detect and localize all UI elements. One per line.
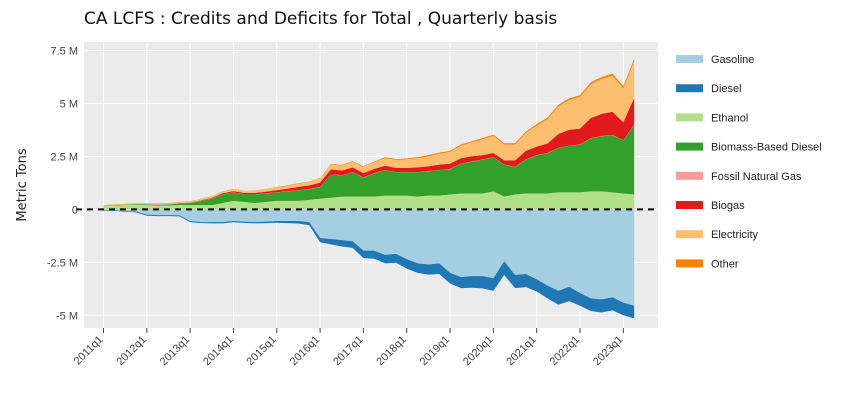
- area-gasoline: [103, 209, 635, 306]
- legend-swatch-fossil-natural-gas: [676, 171, 703, 180]
- x-tick-label: 2020q1: [461, 334, 495, 368]
- legend-label-fossil-natural-gas: Fossil Natural Gas: [711, 171, 802, 183]
- x-tick-label: 2021q1: [504, 334, 538, 368]
- stacked-areas: [103, 58, 635, 319]
- legend-swatch-biomass-based-diesel: [676, 142, 703, 151]
- y-tick-label: 2.5 M: [50, 151, 78, 163]
- legend-swatch-gasoline: [676, 55, 703, 63]
- legend-label-biogas: Biogas: [711, 200, 745, 212]
- x-axis: 2011q1 2012q1 2013q1 2014q1 2015q1 2016q1 2017…: [72, 328, 625, 368]
- legend-label-biomass-based-diesel: Biomass-Based Diesel: [711, 142, 822, 154]
- x-tick-label: 2016q1: [288, 334, 322, 368]
- area-electricity: [103, 60, 635, 206]
- legend-label-diesel: Diesel: [711, 83, 742, 95]
- y-axis: -5 M -2.5 M 0 2.5 M 5 M 7.5 M: [47, 45, 78, 322]
- x-tick-label: 2019q1: [418, 334, 452, 368]
- legend-swatch-biogas: [676, 201, 703, 209]
- x-tick-label: 2022q1: [548, 334, 582, 368]
- legend-swatch-other: [676, 259, 703, 268]
- area-ethanol: [103, 191, 635, 210]
- y-tick-label: 0: [72, 204, 78, 216]
- legend-label-electricity: Electricity: [711, 229, 759, 241]
- x-tick-label: 2017q1: [331, 334, 365, 368]
- chart-title: CA LCFS : Credits and Deficits for Total…: [84, 9, 557, 29]
- x-tick-label: 2018q1: [374, 334, 408, 368]
- legend-swatch-ethanol: [676, 113, 703, 122]
- x-tick-label: 2013q1: [158, 334, 192, 368]
- legend-label-gasoline: Gasoline: [711, 54, 754, 66]
- y-axis-title: Metric Tons: [15, 148, 30, 221]
- x-tick-label: 2014q1: [201, 334, 235, 368]
- x-tick-label: 2015q1: [244, 334, 278, 368]
- legend-label-other: Other: [711, 258, 739, 270]
- y-tick-label: -2.5 M: [47, 257, 78, 269]
- legend-label-ethanol: Ethanol: [711, 112, 748, 124]
- area-biogas: [103, 97, 635, 206]
- legend-swatch-electricity: [676, 230, 703, 239]
- x-tick-label: 2012q1: [114, 334, 148, 368]
- legend-swatch-diesel: [676, 84, 703, 93]
- y-tick-label: -5 M: [56, 310, 78, 322]
- x-tick-label: 2011q1: [72, 334, 106, 368]
- area-biomass-based-diesel: [103, 124, 635, 207]
- y-tick-label: 5 M: [60, 98, 78, 110]
- x-tick-label: 2023q1: [591, 334, 625, 368]
- y-tick-label: 7.5 M: [50, 45, 78, 57]
- legend: Gasoline Diesel Ethanol Biomass-Based Diese…: [676, 54, 822, 270]
